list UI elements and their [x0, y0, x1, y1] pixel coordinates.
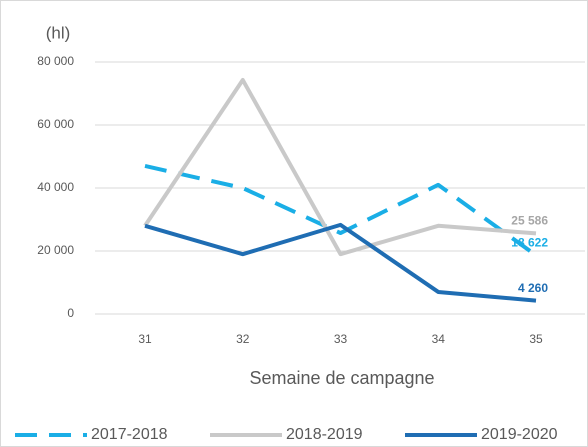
data-label: 25 586	[511, 214, 548, 228]
legend-label: 2018-2019	[286, 426, 363, 443]
x-axis-label: Semaine de campagne	[249, 368, 434, 388]
y-tick-label: 80 000	[37, 54, 74, 68]
x-tick-label: 31	[138, 332, 152, 346]
x-tick-label: 34	[432, 332, 446, 346]
x-tick-label: 33	[334, 332, 348, 346]
legend-label: 2017-2018	[91, 426, 168, 443]
y-axis-label: (hl)	[46, 23, 71, 42]
legend-label: 2019-2020	[481, 426, 558, 443]
series-line	[144, 163, 538, 257]
y-tick-label: 60 000	[37, 117, 74, 131]
series-line	[143, 77, 537, 257]
y-tick-label: 0	[67, 306, 74, 320]
series-line	[144, 222, 537, 303]
data-label: 18 622	[511, 236, 548, 250]
x-tick-label: 32	[236, 332, 250, 346]
data-label: 4 260	[518, 281, 548, 295]
x-tick-label: 35	[529, 332, 543, 346]
y-tick-label: 20 000	[37, 243, 74, 257]
y-tick-label: 40 000	[37, 180, 74, 194]
